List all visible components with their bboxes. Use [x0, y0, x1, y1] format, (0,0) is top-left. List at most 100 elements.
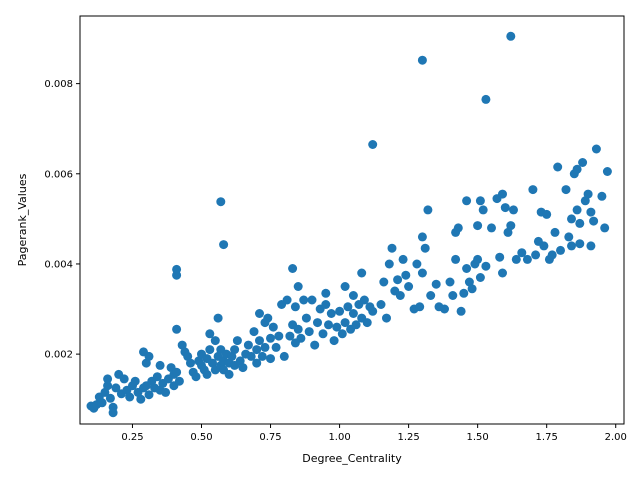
scatter-point: [395, 291, 405, 300]
scatter-point: [464, 277, 474, 287]
scatter-point: [299, 295, 309, 305]
scatter-point: [445, 277, 455, 287]
scatter-point: [415, 302, 425, 312]
scatter-point: [368, 140, 378, 149]
scatter-point: [602, 167, 612, 176]
scatter-points: [86, 31, 612, 418]
x-tick-label: 2.00: [605, 432, 627, 443]
scatter-point: [321, 300, 331, 309]
scatter-point: [326, 309, 336, 318]
scatter-point: [307, 295, 317, 305]
scatter-point: [293, 282, 303, 291]
scatter-point: [473, 254, 483, 264]
scatter-point: [531, 250, 541, 260]
scatter-point: [431, 279, 441, 289]
scatter-point: [260, 342, 270, 352]
scatter-point: [155, 360, 165, 370]
scatter-point: [321, 288, 331, 298]
scatter-point: [266, 354, 275, 364]
scatter-point: [205, 345, 215, 355]
scatter-point: [597, 191, 607, 201]
x-tick-label: 0.25: [121, 432, 143, 443]
scatter-point: [451, 254, 461, 264]
scatter-point: [324, 320, 333, 330]
scatter-point: [318, 329, 328, 339]
scatter-point: [586, 241, 596, 251]
scatter-point: [550, 227, 560, 237]
scatter-point: [348, 309, 358, 318]
scatter-point: [539, 241, 549, 251]
scatter-point: [589, 216, 599, 226]
scatter-point: [583, 189, 593, 199]
scatter-point: [125, 392, 135, 402]
scatter-point: [382, 313, 391, 323]
scatter-point: [498, 268, 507, 278]
scatter-point: [340, 318, 350, 328]
scatter-point: [205, 329, 215, 339]
scatter-point: [420, 243, 430, 253]
x-tick-label: 0.75: [259, 432, 281, 443]
y-tick-label: 0.008: [44, 79, 73, 90]
scatter-point: [578, 158, 588, 167]
scatter-point: [393, 275, 403, 285]
scatter-point: [417, 268, 427, 278]
scatter-point: [448, 291, 458, 300]
scatter-point: [453, 223, 463, 233]
scatter-point: [481, 261, 491, 271]
scatter-point: [401, 270, 411, 280]
scatter-point: [119, 374, 129, 384]
scatter-point: [337, 329, 347, 339]
scatter-point: [304, 327, 314, 337]
scatter-point: [528, 185, 538, 195]
scatter-point: [417, 232, 427, 242]
scatter-point: [255, 309, 264, 318]
scatter-point: [130, 376, 140, 386]
scatter-point: [412, 259, 422, 269]
scatter-point: [243, 340, 253, 350]
scatter-point: [232, 336, 242, 346]
scatter-point: [467, 284, 477, 294]
scatter-point: [357, 268, 367, 278]
scatter-point: [268, 322, 278, 332]
scatter-point: [440, 304, 449, 314]
scatter-point: [144, 351, 154, 361]
scatter-point: [343, 302, 353, 312]
x-tick-label: 0.50: [190, 432, 212, 443]
scatter-point: [301, 313, 311, 323]
scatter-point: [462, 264, 472, 273]
scatter-point: [473, 221, 483, 231]
scatter-point: [495, 252, 505, 262]
scatter-point: [191, 372, 201, 382]
scatter-point: [310, 340, 320, 350]
scatter-point: [572, 164, 582, 174]
scatter-point: [553, 162, 563, 172]
x-axis-ticks: 0.25 0.50 0.75 1.00 1.25 1.50 1.75 2.00: [121, 424, 627, 443]
scatter-point: [274, 331, 284, 341]
scatter-point: [348, 291, 358, 300]
scatter-point: [547, 250, 557, 260]
scatter-point: [288, 264, 298, 273]
scatter-point: [177, 340, 187, 350]
scatter-point: [219, 240, 229, 250]
scatter-point: [561, 185, 571, 195]
scatter-point: [591, 144, 601, 154]
scatter-point: [230, 345, 240, 355]
scatter-point: [252, 345, 262, 355]
scatter-point: [111, 383, 121, 393]
scatter-point: [359, 295, 369, 305]
scatter-point: [213, 313, 223, 323]
scatter-point: [271, 342, 281, 352]
scatter-point: [506, 31, 516, 41]
scatter-point: [172, 324, 182, 334]
scatter-point: [249, 327, 259, 337]
scatter-point: [208, 358, 217, 368]
scatter-point: [522, 254, 532, 264]
x-axis-label: Degree_Centrality: [302, 452, 402, 465]
scatter-point: [329, 336, 339, 346]
scatter-point: [500, 203, 510, 213]
scatter-point: [296, 333, 306, 343]
scatter-point: [290, 302, 300, 312]
scatter-point: [285, 331, 295, 341]
scatter-point: [103, 381, 113, 391]
scatter-point: [384, 259, 394, 269]
